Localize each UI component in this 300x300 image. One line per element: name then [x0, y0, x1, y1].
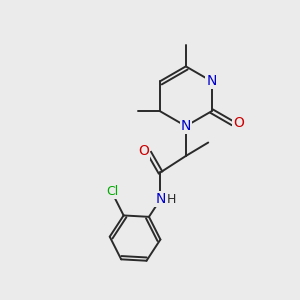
Text: H: H [167, 193, 176, 206]
Text: Cl: Cl [106, 185, 119, 198]
Text: N: N [206, 74, 217, 88]
Text: N: N [181, 119, 191, 133]
Text: O: O [138, 145, 149, 158]
Text: N: N [155, 192, 166, 206]
Text: O: O [233, 116, 244, 130]
